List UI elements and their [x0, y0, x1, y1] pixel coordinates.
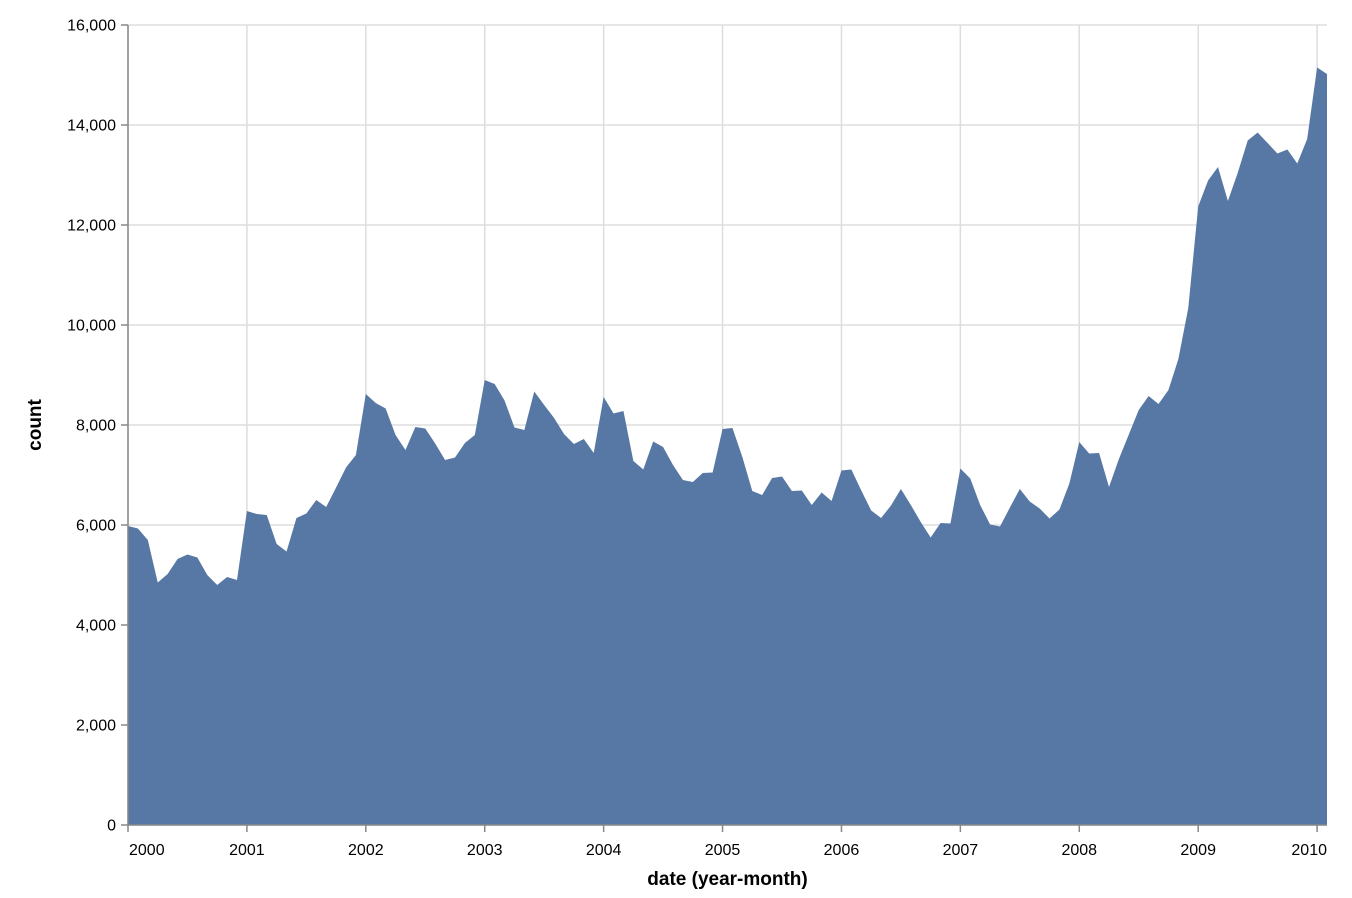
- y-tick-label: 14,000: [67, 118, 116, 135]
- x-tick-label: 2010: [1291, 842, 1327, 859]
- x-tick-label: 2001: [229, 842, 265, 859]
- y-tick-label: 0: [107, 818, 116, 835]
- x-tick-label: 2005: [705, 842, 741, 859]
- x-tick-label: 2002: [348, 842, 384, 859]
- y-tick-label: 16,000: [67, 18, 116, 35]
- y-tick-label: 10,000: [67, 318, 116, 335]
- x-tick-label: 2004: [586, 842, 622, 859]
- count-area: [128, 67, 1327, 825]
- y-tick-label: 6,000: [76, 518, 116, 535]
- x-axis-title: date (year-month): [647, 869, 807, 890]
- x-axis-ticks: 2000 2001 2002 2003 2004 2005 2006 2007 2008 2009…: [127, 825, 1327, 859]
- y-tick-label: 2,000: [76, 718, 116, 735]
- y-tick-label: 4,000: [76, 618, 116, 635]
- x-tick-label: 2007: [943, 842, 979, 859]
- x-tick-label: 2000: [129, 842, 165, 859]
- y-axis-title: count: [25, 398, 46, 450]
- x-tick-label: 2008: [1061, 842, 1097, 859]
- y-tick-label: 8,000: [76, 418, 116, 435]
- y-tick-label: 12,000: [67, 218, 116, 235]
- x-tick-label: 2006: [824, 842, 860, 859]
- y-axis-ticks: 0 2,000 4,000 6,000 8,000 10,000 12,000 14,000 1…: [67, 18, 128, 835]
- x-tick-label: 2003: [467, 842, 503, 859]
- x-tick-label: 2009: [1180, 842, 1216, 859]
